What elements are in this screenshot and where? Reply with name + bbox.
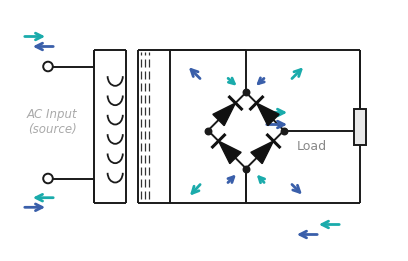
Point bbox=[205, 128, 211, 133]
Text: AC Input
(source): AC Input (source) bbox=[27, 109, 77, 137]
Polygon shape bbox=[213, 103, 235, 126]
Point bbox=[243, 167, 249, 171]
Point bbox=[281, 128, 287, 133]
Point bbox=[243, 90, 249, 94]
Polygon shape bbox=[257, 103, 279, 126]
Bar bbox=[355, 109, 366, 145]
Polygon shape bbox=[219, 141, 241, 164]
Text: Load: Load bbox=[297, 140, 327, 153]
Polygon shape bbox=[251, 141, 273, 164]
